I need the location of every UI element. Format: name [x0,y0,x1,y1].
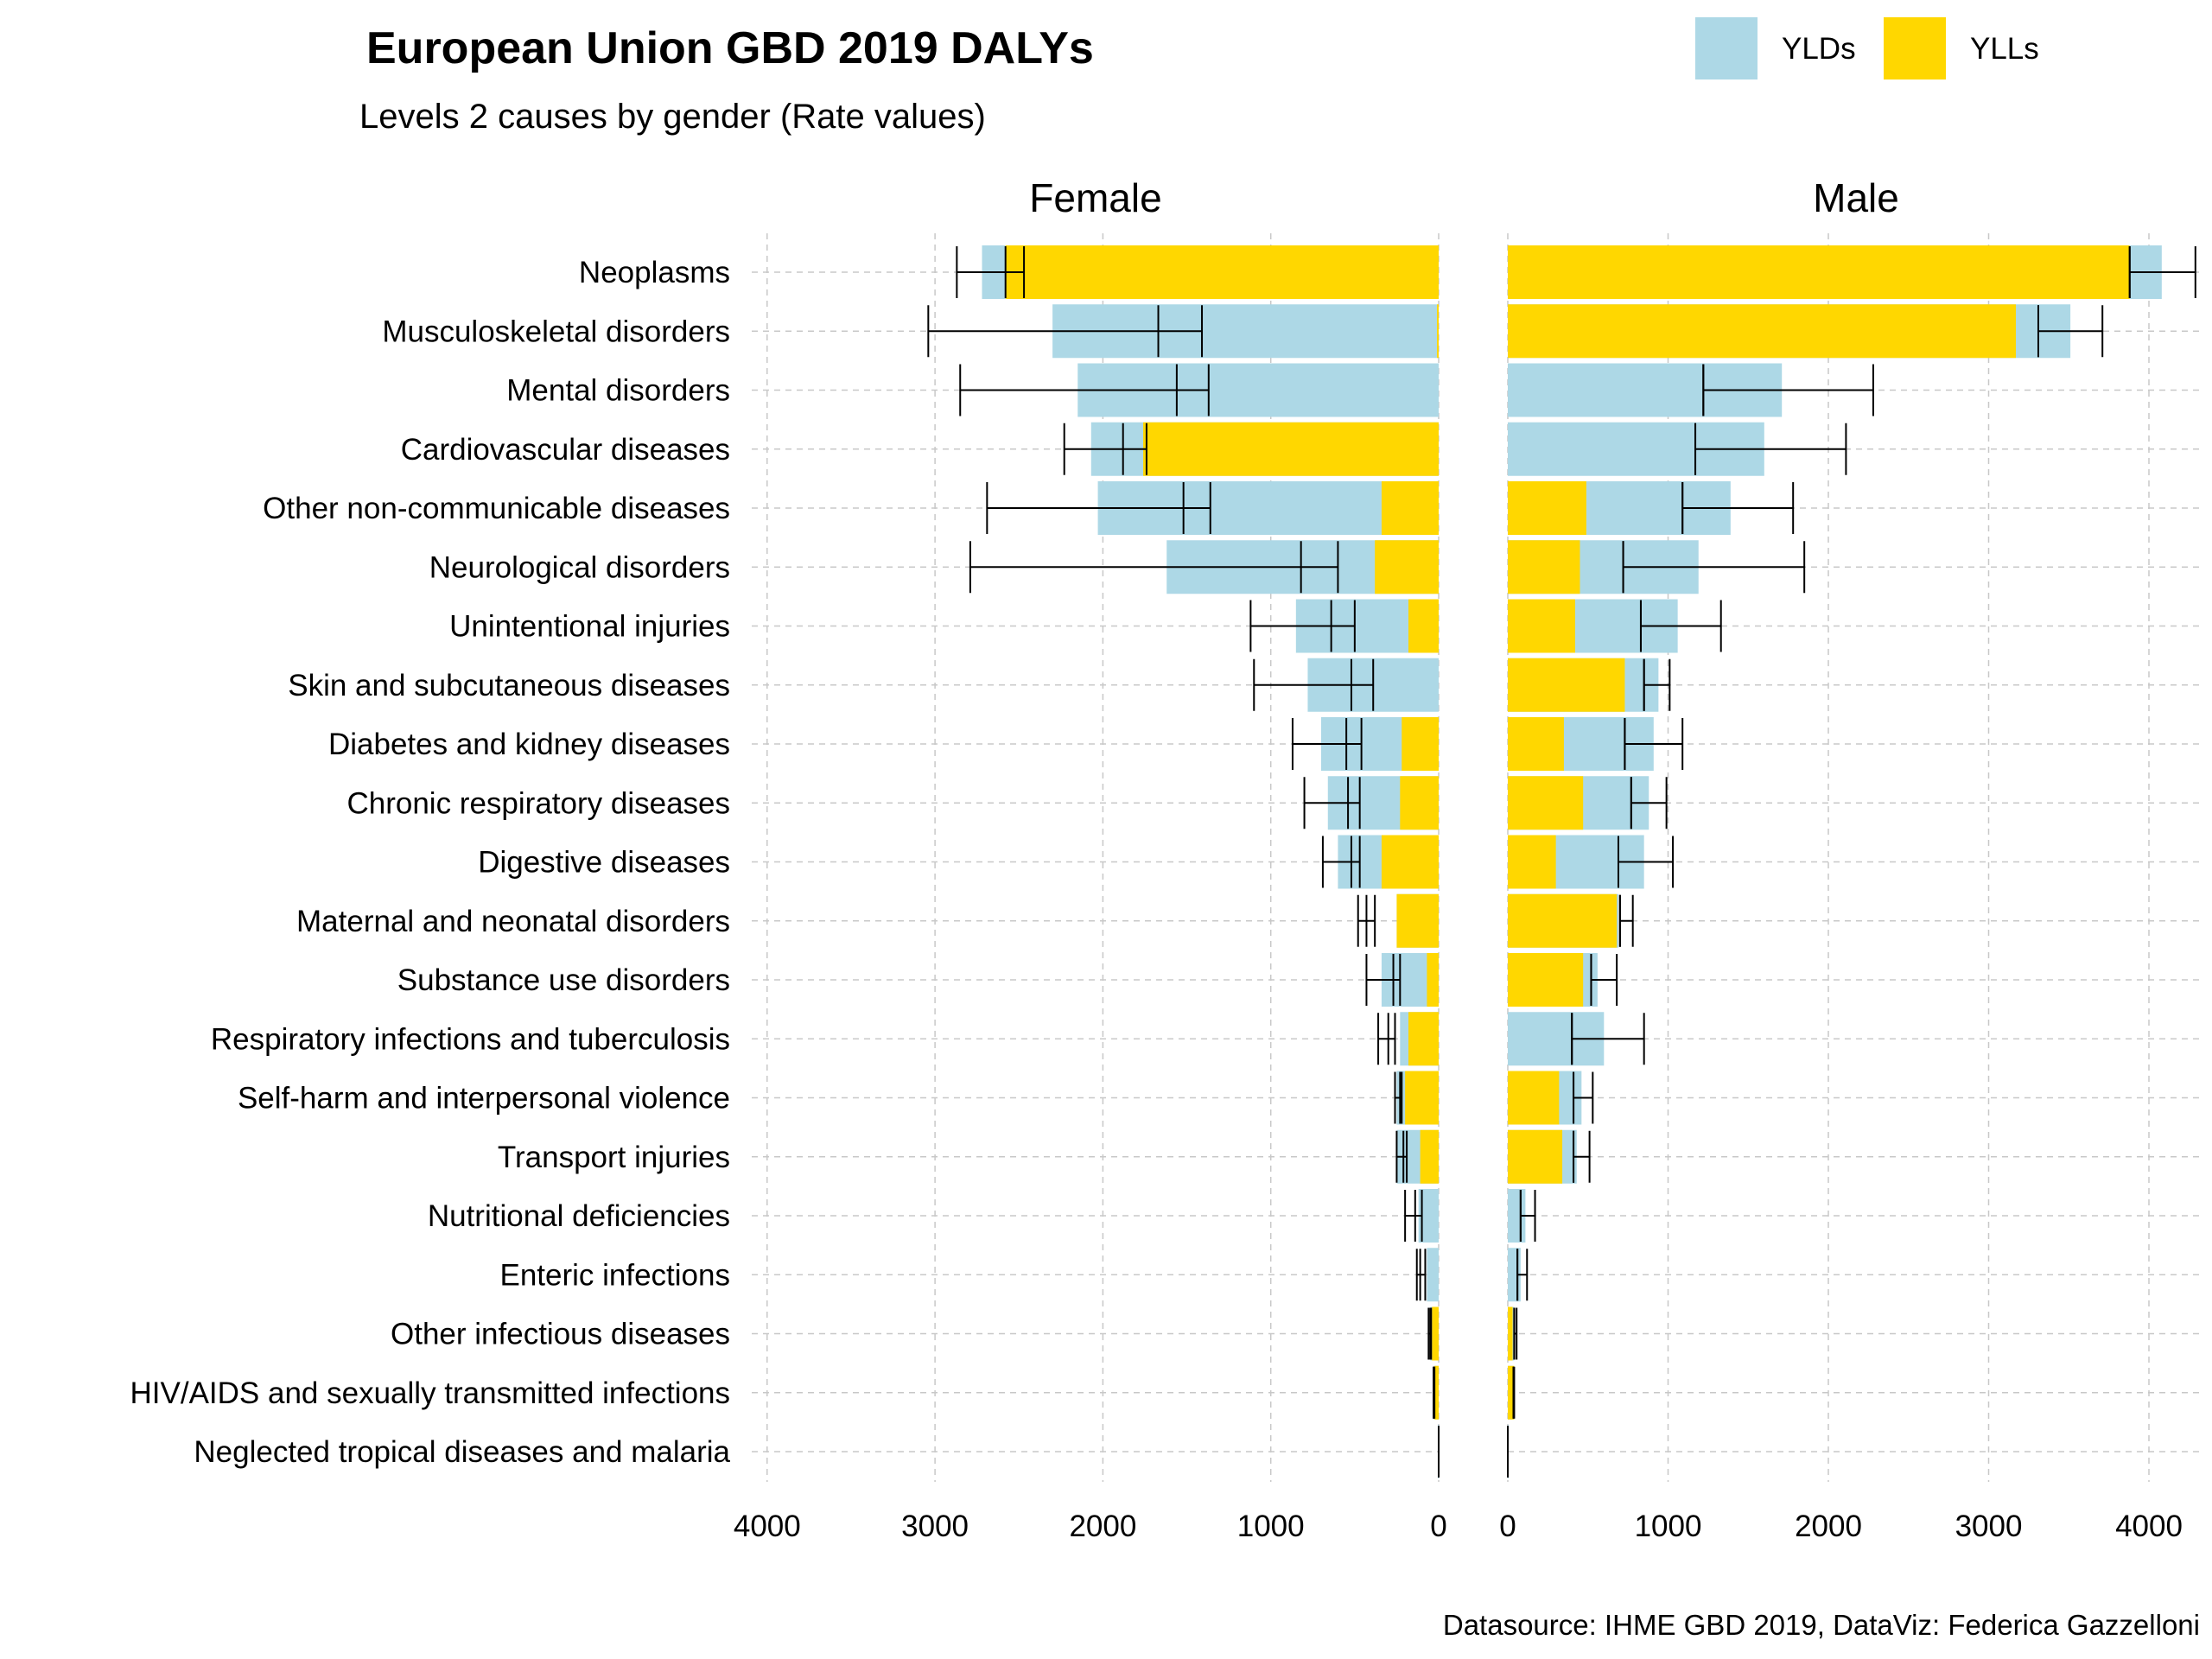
x-axis-ticks: 0 0 1000 1000 2000 2000 3000 3000 4000 4000 [734,1510,2183,1543]
category-label: Unintentional injuries [449,610,730,644]
bar-male-ylls [1508,1071,1560,1125]
bar-female-ylls [1405,1071,1439,1125]
x-tick-label-male: 2000 [1795,1510,1862,1543]
category-label: Nutritional deficiencies [428,1199,730,1233]
bar-female-ylls [1437,304,1439,359]
bar-male-ylls [1508,776,1584,830]
bar-male-ylls [1508,540,1580,594]
bar-female-ylls [1427,953,1439,1007]
category-label: Neurological disorders [429,550,730,584]
x-tick-label-female: 1000 [1237,1510,1305,1543]
grid [752,233,2202,1482]
category-label: Chronic respiratory diseases [346,786,730,820]
legend-swatch-ylls [1884,17,1946,79]
category-label: Enteric infections [499,1258,730,1292]
category-label: Diabetes and kidney diseases [328,728,730,761]
bar-female-ylls [1005,245,1439,299]
bar-male-ylls [1508,304,2017,359]
chart-caption: Datasource: IHME GBD 2019, DataViz: Fede… [1443,1609,2200,1641]
bar-male-ylls [1508,835,1556,889]
bar-female-ylls [1408,1012,1439,1066]
category-label: Self-harm and interpersonal violence [238,1082,730,1116]
legend-label-ylls: YLLs [1970,32,2039,66]
category-labels: Neoplasms Musculoskeletal disorders Mental… [130,256,731,1469]
bar-female-ylds [1418,1189,1439,1243]
category-label: Mental disorders [506,374,730,408]
bar-male-ylls [1508,481,1586,535]
facet-label-male: Male [1813,175,1899,220]
error-bars [927,246,2196,1478]
x-tick-label-female: 0 [1430,1510,1446,1543]
bar-female-ylls [1143,422,1439,476]
bar-male-ylls [1508,953,1584,1007]
bar-female-ylls [1396,893,1439,948]
bar-female-ylls [1381,481,1439,535]
bar-female-ylls [1400,776,1439,830]
legend: YLDs YLLs [1695,17,2039,79]
legend-swatch-ylds [1695,17,1758,79]
x-tick-label-female: 2000 [1069,1510,1136,1543]
bar-female-ylls [1375,540,1439,594]
bar-male-ylls [1508,1365,1515,1420]
category-label: HIV/AIDS and sexually transmitted infect… [130,1376,730,1410]
chart-title: European Union GBD 2019 DALYs [366,23,1094,73]
bar-female-ylds [1427,1248,1439,1302]
category-label: Maternal and neonatal disorders [296,905,730,938]
x-tick-label-male: 4000 [2115,1510,2183,1543]
category-label: Skin and subcutaneous diseases [288,669,730,702]
bar-female-ylls [1402,717,1439,771]
x-tick-label-male: 0 [1499,1510,1516,1543]
category-label: Transport injuries [498,1141,730,1174]
bar-male-ylls [1508,717,1564,771]
bar-female-ylls [1408,599,1439,653]
x-tick-label-male: 3000 [1955,1510,2023,1543]
category-label: Respiratory infections and tuberculosis [211,1022,730,1056]
category-label: Musculoskeletal disorders [382,315,730,348]
bar-male-ylls [1508,658,1625,712]
bar-female-ylls [1420,1129,1439,1184]
chart-subtitle: Levels 2 causes by gender (Rate values) [359,98,986,136]
category-label: Cardiovascular diseases [401,433,730,467]
x-tick-label-male: 1000 [1635,1510,1702,1543]
category-label: Other non-communicable diseases [263,492,730,525]
bar-male-ylls [1508,1306,1513,1361]
bar-male-ylls [1508,893,1618,948]
category-label: Digestive diseases [478,846,730,880]
category-label: Neglected tropical diseases and malaria [194,1435,730,1469]
bar-female-ylls [1381,835,1439,889]
x-tick-label-female: 4000 [734,1510,801,1543]
bar-female-ylls [1434,1365,1439,1420]
category-label: Substance use disorders [397,963,730,997]
bar-female-ylls [1432,1306,1439,1361]
bar-male-ylls [1508,245,2130,299]
bar-male-ylls [1508,1129,1563,1184]
x-tick-label-female: 3000 [901,1510,969,1543]
category-label: Neoplasms [579,256,730,289]
bar-male-ylls [1508,599,1575,653]
category-label: Other infectious diseases [391,1318,730,1351]
legend-label-ylds: YLDs [1782,32,1856,66]
facet-label-female: Female [1029,175,1161,220]
